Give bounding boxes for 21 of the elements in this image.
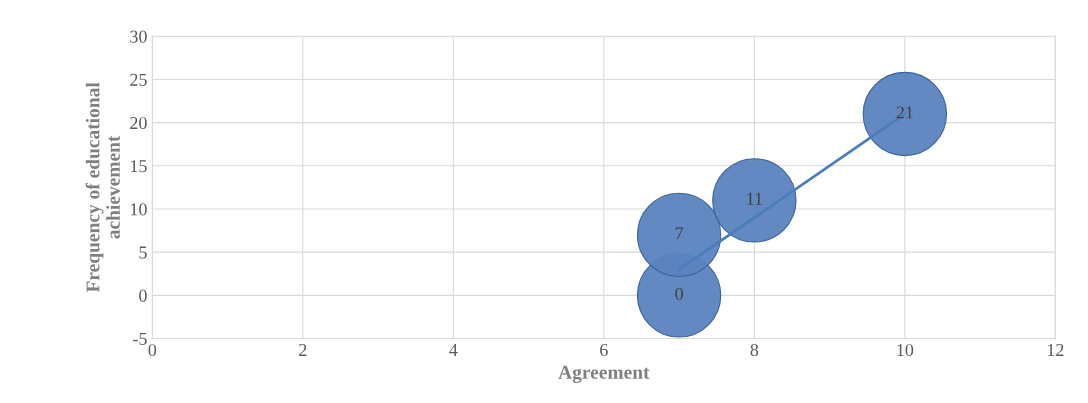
data-label: 0	[675, 287, 683, 300]
y-tick-label: 20	[130, 116, 147, 130]
y-axis-title: Frequency of educational achievement	[85, 82, 120, 293]
y-tick-label: -5	[133, 332, 147, 345]
x-tick-label: 2	[299, 343, 307, 356]
x-tick-label: 0	[148, 343, 157, 357]
x-tick-label: 12	[1047, 343, 1064, 356]
y-tick-label: 5	[139, 246, 147, 259]
y-tick-label: 10	[130, 203, 147, 216]
x-tick-label: 6	[600, 343, 608, 357]
data-label: 21	[896, 106, 913, 119]
y-tick-label: 25	[130, 73, 147, 86]
data-label: 7	[675, 227, 684, 240]
x-tick-label: 10	[897, 343, 914, 357]
x-tick-label: 4	[449, 344, 458, 356]
y-tick-label: 15	[130, 160, 147, 173]
y-tick-label: 0	[139, 289, 147, 302]
x-axis-title: Agreement	[558, 365, 650, 383]
data-label: 11	[747, 192, 762, 205]
x-tick-label: 8	[750, 343, 759, 357]
y-tick-label: 30	[130, 30, 147, 43]
